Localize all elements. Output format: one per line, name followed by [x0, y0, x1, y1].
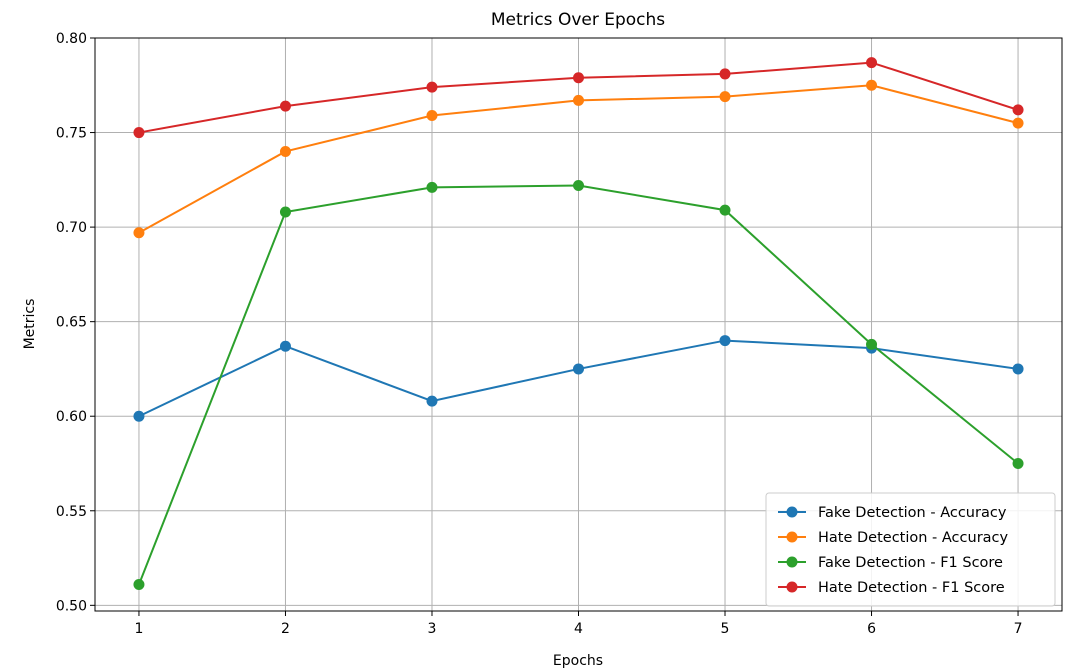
series-layer: [133, 57, 1024, 591]
legend: Fake Detection - Accuracy Hate Detection …: [765, 492, 1056, 607]
x-tick-label: 1: [134, 621, 143, 637]
y-tick-label: 0.65: [56, 315, 87, 331]
data-point: [133, 227, 145, 239]
chart-title: Metrics Over Epochs: [491, 10, 665, 30]
data-point: [426, 110, 438, 122]
y-tick-label: 0.80: [56, 31, 87, 47]
data-point: [719, 335, 731, 347]
x-axis: 1 2 3 4 5 6 7: [134, 611, 1023, 637]
legend-label: Hate Detection - F1 Score: [818, 580, 1005, 596]
data-point: [426, 181, 438, 193]
data-point: [133, 579, 145, 591]
data-point: [133, 127, 145, 139]
y-tick-label: 0.55: [56, 504, 87, 520]
data-point: [573, 94, 584, 106]
x-tick-label: 5: [721, 621, 730, 637]
y-tick-label: 0.75: [56, 126, 87, 142]
legend-marker: [786, 556, 798, 568]
legend-marker: [786, 506, 798, 518]
legend-marker: [786, 581, 798, 593]
data-point: [426, 81, 438, 93]
x-tick-label: 2: [281, 621, 290, 637]
legend-label: Fake Detection - F1 Score: [818, 555, 1003, 571]
y-axis-label: Metrics: [22, 299, 38, 350]
legend-label: Hate Detection - Accuracy: [818, 530, 1009, 546]
data-point: [426, 395, 438, 407]
data-point: [719, 68, 731, 80]
data-point: [866, 79, 878, 91]
legend-label: Fake Detection - Accuracy: [818, 505, 1007, 521]
legend-box: [765, 492, 1056, 607]
x-tick-label: 7: [1014, 621, 1023, 637]
data-point: [279, 100, 291, 112]
x-tick-label: 6: [867, 621, 876, 637]
y-tick-label: 0.50: [56, 598, 87, 614]
data-point: [573, 72, 584, 84]
data-point: [279, 206, 291, 218]
data-point: [573, 363, 584, 375]
y-tick-label: 0.60: [56, 409, 87, 425]
y-tick-label: 0.70: [56, 220, 87, 236]
data-point: [866, 338, 878, 350]
data-point: [1012, 104, 1024, 116]
data-point: [1012, 363, 1024, 375]
data-point: [719, 204, 731, 216]
x-tick-label: 3: [428, 621, 437, 637]
data-point: [279, 340, 291, 352]
x-axis-label: Epochs: [553, 653, 603, 669]
y-axis: 0.50 0.55 0.60 0.65 0.70 0.75 0.80: [56, 31, 95, 614]
data-point: [573, 180, 584, 192]
legend-marker: [786, 531, 798, 543]
data-point: [279, 145, 291, 157]
data-point: [719, 91, 731, 103]
data-point: [1012, 117, 1024, 129]
data-point: [133, 410, 145, 422]
x-tick-label: 4: [574, 621, 583, 637]
data-point: [1012, 457, 1024, 469]
data-point: [866, 57, 878, 69]
